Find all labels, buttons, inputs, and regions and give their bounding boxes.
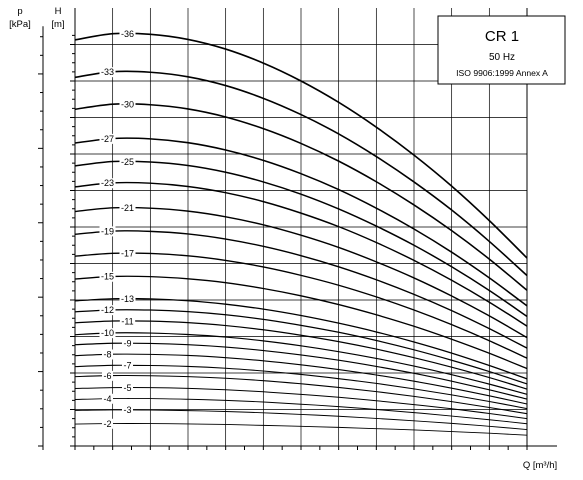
curve-5	[74, 386, 528, 420]
curve-label-halo	[119, 156, 136, 167]
curve-label-halo	[119, 203, 136, 214]
curve-label-4: -4	[103, 394, 111, 404]
curve-label-7: -7	[123, 361, 131, 371]
p-axis-title: p	[17, 6, 22, 17]
curve-label-27: -27	[101, 134, 114, 144]
curve-label-13: -13	[121, 294, 134, 304]
curve-label-halo	[101, 370, 114, 381]
curve-label-halo	[119, 29, 136, 40]
curve-label-halo	[119, 316, 136, 327]
curve-label-11: -11	[121, 316, 133, 326]
curve-label-12: -12	[101, 305, 114, 315]
curve-6	[74, 374, 528, 415]
curve-label-33: -33	[101, 67, 114, 77]
curve-label-halo	[99, 67, 116, 78]
curve-12	[74, 309, 528, 385]
curve-11	[74, 320, 528, 390]
curve-label-21: -21	[121, 203, 134, 213]
curve-label-halo	[121, 382, 134, 393]
frequency-label: 50 Hz	[489, 52, 515, 63]
curve-label-halo	[119, 248, 136, 259]
curve-label-halo	[99, 133, 116, 144]
curve-label-5: -5	[123, 383, 131, 393]
curve-label-36: -36	[121, 29, 134, 39]
curve-27	[74, 137, 528, 307]
standard-label: ISO 9906:1999 Annex A	[456, 68, 548, 78]
curve-label-25: -25	[121, 157, 134, 167]
curve-label-8: -8	[103, 349, 111, 359]
curve-label-15: -15	[101, 272, 114, 282]
curve-17	[74, 252, 528, 359]
curve-36	[74, 32, 528, 259]
h-axis-title: H	[55, 6, 62, 17]
curve-label-halo	[101, 418, 114, 429]
curve-label-6: -6	[103, 371, 111, 381]
curve-label-30: -30	[121, 100, 134, 110]
curve-label-9: -9	[123, 339, 131, 349]
p-axis-unit: [kPa]	[9, 19, 31, 30]
curve-label-halo	[99, 226, 116, 237]
curve-label-2: -2	[103, 419, 111, 429]
curve-label-halo	[99, 178, 116, 189]
curve-30	[74, 103, 528, 291]
curve-3	[74, 409, 528, 431]
curve-label-10: -10	[101, 328, 114, 338]
curve-33	[74, 70, 528, 277]
curve-label-halo	[101, 393, 114, 404]
curve-21	[74, 206, 528, 339]
curve-label-halo	[101, 349, 114, 360]
pump-curves: -2 -3 -4 -5 -6 -7 -8 -9 -10 -11 -12 -13 -15 -17 -19 -21…	[74, 29, 528, 436]
curve-23	[74, 181, 528, 327]
curve-10	[74, 332, 528, 395]
curve-label-23: -23	[101, 178, 114, 188]
curve-25	[74, 160, 528, 318]
curve-label-halo	[121, 338, 134, 349]
info-box: CR 1 50 Hz ISO 9906:1999 Annex A	[437, 15, 566, 85]
info-box-frame	[437, 15, 566, 85]
curve-4	[74, 397, 528, 425]
x-axis-title: Q [m³/h]	[523, 460, 557, 471]
curve-label-19: -19	[101, 226, 114, 236]
curve-9	[74, 342, 528, 400]
curve-label-halo	[99, 328, 116, 339]
curve-label-17: -17	[121, 249, 134, 259]
curve-8	[74, 353, 528, 405]
curve-label-halo	[119, 294, 136, 305]
curve-19	[74, 230, 528, 349]
curve-label-halo	[99, 271, 116, 282]
curve-13	[74, 297, 528, 380]
h-axis-unit: [m]	[51, 19, 64, 30]
curve-label-3: -3	[123, 405, 131, 415]
curve-15	[74, 275, 528, 370]
curve-label-halo	[119, 99, 136, 110]
curve-label-halo	[121, 405, 134, 416]
chart-title: CR 1	[485, 28, 519, 45]
curve-label-halo	[121, 360, 134, 371]
curve-2	[74, 423, 528, 436]
curve-label-halo	[99, 305, 116, 316]
curve-7	[74, 364, 528, 410]
